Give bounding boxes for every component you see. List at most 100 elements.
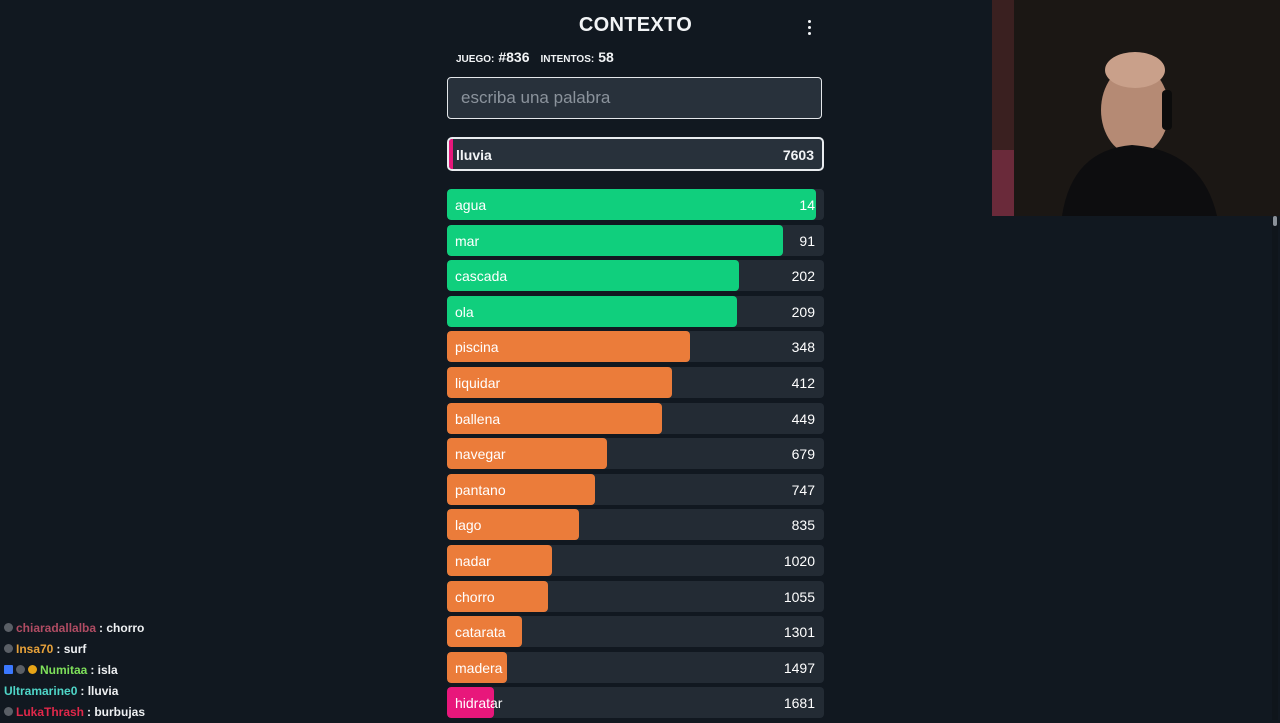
chat-badge-icon	[28, 665, 37, 674]
guess-rank: 449	[791, 410, 815, 427]
guess-row[interactable]: piscina 348	[447, 331, 824, 363]
guess-rank: 835	[791, 517, 815, 534]
chat-badge-icon	[4, 665, 13, 674]
guess-word: lago	[455, 517, 482, 534]
game-stats: JUEGO: #836 INTENTOS: 58	[456, 49, 621, 65]
guess-proximity-bar	[447, 331, 691, 363]
guess-row[interactable]: cascada 202	[447, 260, 824, 292]
guess-word: liquidar	[455, 374, 501, 391]
chat-username: LukaThrash	[16, 704, 85, 719]
guess-row[interactable]: catarata 1301	[447, 616, 824, 648]
game-label: JUEGO:	[456, 54, 495, 65]
more-menu-icon[interactable]	[804, 16, 814, 38]
guess-proximity-bar	[447, 651, 508, 683]
attempts-label: INTENTOS:	[540, 54, 595, 65]
guess-word: navegar	[455, 446, 506, 463]
last-guess-accent	[449, 139, 453, 169]
guess-proximity-bar	[447, 687, 495, 719]
chat-badge-icon	[4, 707, 13, 716]
guess-rank: 348	[791, 339, 815, 356]
guess-row[interactable]: ballena 449	[447, 402, 824, 434]
guess-rank: 1301	[783, 624, 815, 641]
guess-rank: 1681	[783, 695, 815, 712]
guess-proximity-bar	[447, 260, 740, 292]
guess-row[interactable]: mar 91	[447, 224, 824, 256]
last-guess-rank: 7603	[782, 147, 814, 163]
chat-username: Insa70	[16, 641, 54, 656]
guess-row[interactable]: navegar 679	[447, 438, 824, 470]
guess-rank: 747	[791, 481, 815, 498]
guess-word: mar	[455, 232, 480, 249]
chat-badge-icon	[4, 644, 13, 653]
last-guess: lluvia 7603	[447, 137, 824, 171]
guess-proximity-bar	[447, 295, 738, 327]
guess-word: agua	[455, 197, 487, 213]
attempts-count: 58	[598, 49, 614, 65]
guess-proximity-bar	[447, 544, 552, 576]
guess-list: agua 14 mar 91 cascada 202 ola 209 piscina 348 liq…	[447, 189, 824, 723]
chat-text: : lluvia	[80, 683, 119, 698]
guess-proximity-bar	[447, 402, 662, 434]
guess-row[interactable]: hidratar 1681	[447, 687, 824, 719]
chat-message: chiaradallalba: chorro	[4, 617, 304, 638]
guess-proximity-bar	[447, 473, 595, 505]
guess-word: hidratar	[455, 695, 503, 712]
guess-word: piscina	[455, 339, 499, 356]
guess-proximity-bar	[447, 366, 673, 398]
guess-rank: 1055	[783, 588, 815, 605]
guess-rank: 679	[791, 446, 815, 463]
guess-word: chorro	[455, 588, 495, 605]
chat-username: chiaradallalba	[16, 620, 97, 635]
chat-text: : burbujas	[87, 704, 146, 719]
guess-rank: 412	[791, 374, 815, 391]
guess-proximity-bar	[447, 189, 817, 220]
webcam-overlay	[992, 0, 1280, 216]
guess-word: cascada	[455, 268, 508, 285]
scrollbar-thumb[interactable]	[1273, 216, 1277, 226]
guess-proximity-bar	[447, 438, 608, 470]
game-number: #836	[498, 49, 530, 65]
chat-text: : isla	[90, 662, 118, 677]
guess-word: pantano	[455, 481, 506, 498]
guess-rank: 1497	[783, 659, 815, 676]
guess-row[interactable]: nadar 1020	[447, 544, 824, 576]
guess-rank: 91	[799, 232, 815, 249]
chat-text: : chorro	[99, 620, 145, 635]
guess-word: nadar	[455, 552, 491, 569]
chat-message: Ultramarine0: lluvia	[4, 680, 304, 701]
contexto-app: CONTEXTO JUEGO: #836 INTENTOS: 58 lluvia…	[447, 0, 824, 720]
word-input[interactable]	[447, 77, 822, 119]
guess-row[interactable]: ola 209	[447, 295, 824, 327]
stream-chat: chiaradallalba: chorro Insa70: surf Numita…	[4, 617, 304, 722]
guess-row[interactable]: madera 1497	[447, 651, 824, 683]
guess-proximity-bar	[447, 224, 783, 256]
guess-row[interactable]: liquidar 412	[447, 366, 824, 398]
chat-badge-icon	[4, 623, 13, 632]
guess-rank: 1020	[783, 552, 815, 569]
guess-row[interactable]: lago 835	[447, 509, 824, 541]
chat-message: LukaThrash: burbujas	[4, 701, 304, 722]
chat-message: Insa70: surf	[4, 638, 304, 659]
page-title: CONTEXTO	[578, 14, 693, 36]
chat-username: Numitaa	[40, 662, 88, 677]
guess-word: ola	[455, 303, 474, 320]
chat-message: Numitaa: isla	[4, 659, 304, 680]
guess-word: madera	[455, 659, 503, 676]
chat-username: Ultramarine0	[4, 683, 78, 698]
guess-rank: 209	[791, 303, 815, 320]
guess-row[interactable]: chorro 1055	[447, 580, 824, 612]
webcam-image	[992, 0, 1280, 216]
guess-rank: 202	[791, 268, 815, 285]
guess-row[interactable]: agua 14	[447, 189, 824, 220]
guess-proximity-bar	[447, 509, 579, 541]
guess-word: catarata	[455, 624, 506, 641]
guess-rank: 14	[799, 197, 815, 213]
header: CONTEXTO	[447, 12, 824, 42]
chat-text: : surf	[56, 641, 87, 656]
guess-word: ballena	[455, 410, 501, 427]
guess-proximity-bar	[447, 580, 549, 612]
guess-proximity-bar	[447, 616, 522, 648]
page-scrollbar[interactable]	[1272, 216, 1278, 720]
chat-badge-icon	[16, 665, 25, 674]
guess-row[interactable]: pantano 747	[447, 473, 824, 505]
